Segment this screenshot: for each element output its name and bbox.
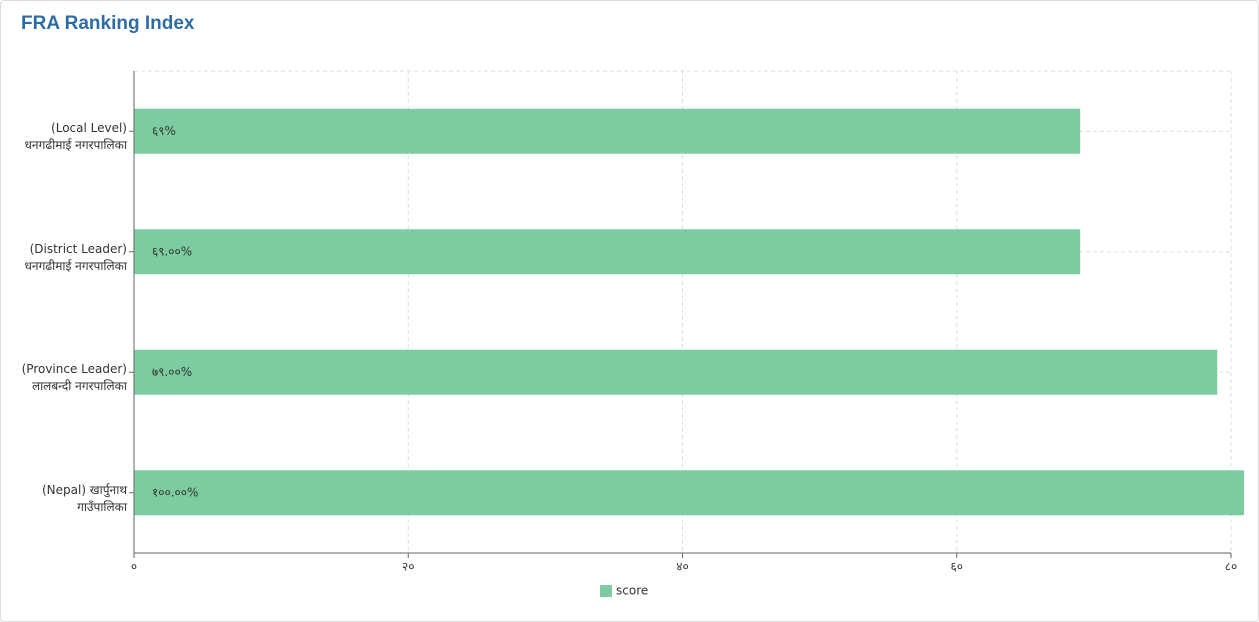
y-tick-label: (District Leader) धनगढीमाई नगरपालिका (24, 241, 127, 273)
bar (134, 470, 1244, 516)
x-tick-label: ६० (951, 560, 963, 574)
x-tick-label: ८० (1225, 560, 1237, 574)
x-tick-label: ४० (676, 560, 688, 574)
y-tick-label: (Local Level) धनगढीमाई नगरपालिका (24, 121, 127, 153)
bar (134, 108, 1081, 154)
value-label: १००.००% (152, 485, 198, 499)
y-tick-label: (Province Leader) लालबन्दी नगरपालिका (21, 362, 127, 394)
value-label: ७९.००% (152, 365, 192, 379)
bar (134, 349, 1218, 395)
bars (134, 108, 1244, 516)
legend-label: score (616, 584, 648, 598)
y-tick-label: (Nepal) खार्पुनाथ गाउँपालिका (41, 482, 127, 514)
x-tick-label: २० (402, 560, 414, 574)
chart-title: FRA Ranking Index (21, 13, 195, 34)
legend-swatch (600, 585, 612, 597)
value-label: ६९% (152, 124, 176, 138)
value-label: ६९.००% (152, 244, 192, 258)
bar (134, 229, 1081, 275)
x-tick-label: ० (131, 560, 137, 574)
